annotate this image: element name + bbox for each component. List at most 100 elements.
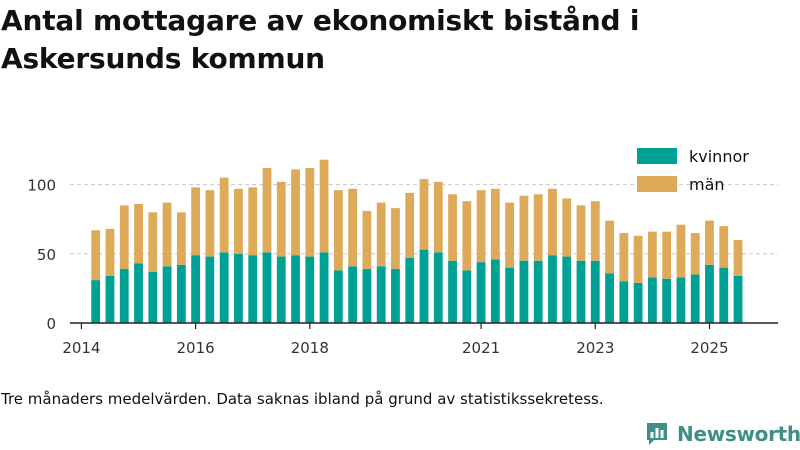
bar-män-10 xyxy=(234,188,243,254)
bar-kvinnor-2 xyxy=(119,269,129,323)
bar-kvinnor-40 xyxy=(662,278,672,323)
bar-män-42 xyxy=(690,233,700,275)
bar-män-38 xyxy=(633,235,643,283)
x-tick-label-2021: 2021 xyxy=(462,339,500,357)
x-tick-label-2023: 2023 xyxy=(576,339,614,357)
bar-män-14 xyxy=(291,169,300,256)
bar-män-17 xyxy=(333,190,343,271)
bar-kvinnor-11 xyxy=(248,255,258,323)
bar-män-28 xyxy=(490,188,500,260)
bar-män-24 xyxy=(433,181,443,253)
bar-män-16 xyxy=(319,159,329,253)
bar-män-11 xyxy=(248,187,258,256)
bar-män-36 xyxy=(605,220,614,274)
bar-kvinnor-36 xyxy=(605,273,614,323)
bar-män-33 xyxy=(562,198,572,257)
bar-män-3 xyxy=(134,203,143,264)
bar-kvinnor-41 xyxy=(676,277,686,323)
bar-män-32 xyxy=(548,188,557,256)
legend-label-kvinnor: kvinnor xyxy=(689,147,749,166)
bar-män-26 xyxy=(462,201,472,271)
bar-män-41 xyxy=(676,224,686,278)
bar-kvinnor-18 xyxy=(348,266,358,323)
bar-män-27 xyxy=(476,190,486,263)
bar-kvinnor-43 xyxy=(705,264,714,323)
bar-män-7 xyxy=(191,187,201,256)
bar-kvinnor-25 xyxy=(448,260,457,323)
bar-kvinnor-27 xyxy=(476,262,486,323)
bar-män-13 xyxy=(276,181,286,257)
bar-män-9 xyxy=(219,177,229,253)
bar-män-43 xyxy=(705,220,714,265)
bar-kvinnor-26 xyxy=(462,270,472,323)
bar-kvinnor-13 xyxy=(276,256,286,323)
bar-kvinnor-10 xyxy=(234,253,243,323)
bar-kvinnor-8 xyxy=(205,256,215,323)
chart-title: Antal mottagare av ekonomiskt bistånd i … xyxy=(1,4,640,75)
bar-män-4 xyxy=(148,212,158,272)
bar-män-44 xyxy=(719,226,729,268)
bar-män-5 xyxy=(162,202,172,267)
bar-kvinnor-7 xyxy=(191,255,201,323)
bar-kvinnor-23 xyxy=(419,249,429,323)
bar-kvinnor-24 xyxy=(433,252,443,323)
brand-name: Newsworthy xyxy=(677,422,800,446)
brand-logo: Newsworthy xyxy=(645,418,800,450)
bar-män-15 xyxy=(305,167,315,257)
bar-kvinnor-42 xyxy=(690,274,700,323)
bar-män-8 xyxy=(205,190,215,257)
bar-män-34 xyxy=(576,205,586,261)
bar-kvinnor-20 xyxy=(376,266,386,323)
bar-kvinnor-38 xyxy=(633,282,643,323)
bar-män-25 xyxy=(448,194,457,261)
bar-kvinnor-31 xyxy=(533,260,543,323)
x-tick-label-2025: 2025 xyxy=(690,339,728,357)
bar-kvinnor-29 xyxy=(505,267,515,323)
bar-kvinnor-37 xyxy=(619,281,629,323)
y-tick-label-0: 0 xyxy=(46,315,56,333)
bar-män-0 xyxy=(91,230,101,281)
bar-kvinnor-30 xyxy=(519,260,529,323)
bar-män-37 xyxy=(619,233,629,282)
bar-kvinnor-1 xyxy=(105,275,115,323)
bar-kvinnor-39 xyxy=(647,277,657,323)
bar-kvinnor-14 xyxy=(291,255,300,323)
bar-män-39 xyxy=(647,231,657,278)
newsworthy-logo-icon xyxy=(647,423,667,445)
bar-kvinnor-28 xyxy=(490,259,500,323)
bar-män-12 xyxy=(262,167,272,253)
bar-män-31 xyxy=(533,194,543,261)
bar-kvinnor-5 xyxy=(162,266,172,323)
x-tick-label-2018: 2018 xyxy=(291,339,329,357)
y-tick-label-100: 100 xyxy=(27,177,56,195)
bar-män-45 xyxy=(733,239,743,276)
bar-kvinnor-6 xyxy=(176,264,186,323)
bar-kvinnor-34 xyxy=(576,260,586,323)
x-tick-label-2016: 2016 xyxy=(177,339,215,357)
bar-män-21 xyxy=(391,208,400,270)
bar-män-1 xyxy=(105,228,115,276)
bar-män-35 xyxy=(590,201,600,261)
bar-kvinnor-19 xyxy=(362,269,372,323)
legend-swatch-kvinnor xyxy=(637,148,677,164)
y-tick-label-50: 50 xyxy=(37,246,56,264)
bar-män-30 xyxy=(519,195,529,261)
bar-män-40 xyxy=(662,231,672,279)
bar-kvinnor-16 xyxy=(319,252,329,323)
bar-kvinnor-33 xyxy=(562,256,572,323)
bar-män-19 xyxy=(362,210,372,270)
bar-kvinnor-32 xyxy=(548,255,557,323)
bar-kvinnor-45 xyxy=(733,275,743,323)
legend-swatch-män xyxy=(637,176,677,192)
bar-män-20 xyxy=(376,202,386,267)
bar-män-2 xyxy=(119,205,129,270)
legend-label-män: män xyxy=(689,175,725,194)
x-tick-label-2014: 2014 xyxy=(62,339,100,357)
bar-män-18 xyxy=(348,188,358,267)
bar-kvinnor-12 xyxy=(262,252,272,323)
bar-män-23 xyxy=(419,179,429,250)
bar-kvinnor-22 xyxy=(405,257,415,323)
bar-kvinnor-3 xyxy=(134,263,143,323)
bar-kvinnor-35 xyxy=(590,260,600,323)
